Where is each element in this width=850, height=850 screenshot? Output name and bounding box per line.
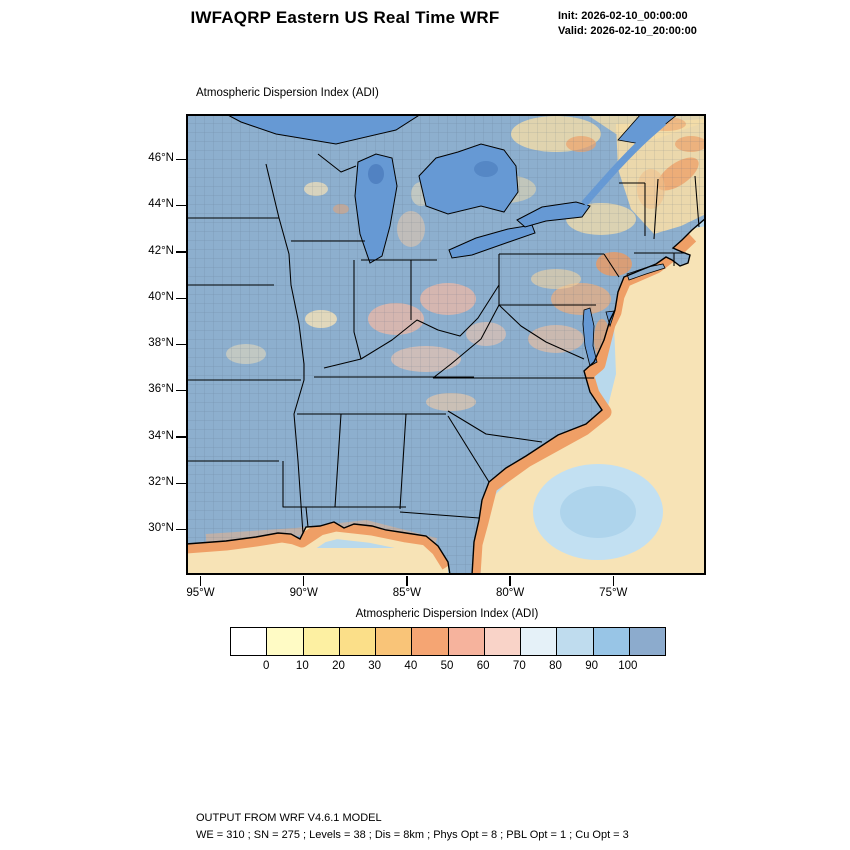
- lon-tick-label: 85°W: [392, 587, 422, 599]
- state-borders: [186, 153, 700, 535]
- lat-tick-mark: [176, 528, 186, 531]
- footer: OUTPUT FROM WRF V4.6.1 MODEL WE = 310 ; …: [196, 810, 629, 843]
- colorbar-tick-label: 20: [332, 660, 345, 672]
- colorbar-cell: [448, 628, 485, 655]
- colorbar-cell: [376, 628, 413, 655]
- lat-tick-mark: [176, 297, 186, 299]
- lon-tick-label: 95°W: [186, 587, 215, 599]
- lake-michigan: [354, 153, 398, 264]
- map-plot: [186, 114, 706, 575]
- colorbar-cell: [484, 628, 521, 655]
- lake-superior: [225, 114, 422, 145]
- lat-tick-mark: [176, 205, 186, 207]
- footer-line1: OUTPUT FROM WRF V4.6.1 MODEL: [196, 812, 382, 824]
- colorbar: [230, 627, 666, 656]
- lon-tick-mark: [612, 575, 614, 586]
- init-time: Init: 2026-02-10_00:00:00: [558, 10, 688, 22]
- colorbar-cell: [593, 628, 630, 655]
- colorbar-cell: [521, 628, 558, 655]
- colorbar-tick-label: 60: [476, 660, 490, 672]
- colorbar-cell: [629, 628, 665, 655]
- lat-tick-label: 40°N: [148, 290, 174, 303]
- plot-title: IWFAQRP Eastern US Real Time WRF: [190, 8, 500, 27]
- colorbar-tick-label: 70: [512, 660, 526, 672]
- map-frame: [186, 114, 706, 575]
- valid-time: Valid: 2026-02-10_20:00:00: [558, 25, 697, 38]
- lat-tick-mark: [176, 343, 186, 346]
- lat-tick-mark: [176, 482, 186, 484]
- lon-tick-label: 80°W: [495, 587, 525, 599]
- field-label: Atmospheric Dispersion Index (ADI): [196, 87, 379, 99]
- lat-tick-label: 32°N: [148, 475, 174, 488]
- lat-tick-label: 46°N: [148, 152, 174, 164]
- colorbar-tick-label: 90: [585, 660, 599, 672]
- lon-tick-label: 75°W: [599, 587, 628, 599]
- lon-tick-label: 90°W: [289, 587, 318, 599]
- lake-erie: [448, 224, 536, 259]
- colorbar-tick-label: 0: [262, 660, 270, 672]
- lon-tick-mark: [509, 575, 511, 586]
- ocean-warm-regions: [186, 226, 706, 575]
- lon-tick-mark: [199, 575, 202, 586]
- lat-tick-mark: [176, 158, 186, 161]
- colorbar-tick-label: 10: [295, 660, 309, 672]
- colorbar-tick-label: 50: [440, 660, 454, 672]
- run-info: Init: 2026-02-10_00:00:00 Valid: 2026-02…: [558, 9, 697, 40]
- lat-tick-mark: [176, 390, 186, 392]
- lat-tick-label: 30°N: [148, 522, 174, 534]
- chesapeake-bay: [582, 307, 598, 367]
- lake-huron: [418, 143, 519, 215]
- st-lawrence-river: [581, 119, 667, 207]
- great-lakes: [225, 114, 679, 367]
- colorbar-cell: [231, 628, 268, 655]
- lat-tick-label: 38°N: [148, 337, 174, 349]
- lat-tick-label: 36°N: [148, 383, 174, 396]
- colorbar-tick-label: 30: [368, 660, 382, 672]
- lat-tick-mark: [176, 436, 186, 438]
- lake-ontario: [516, 201, 591, 228]
- colorbar-cell: [303, 628, 340, 655]
- colorbar-tick-label: 40: [404, 660, 418, 672]
- colorbar-cell: [267, 628, 304, 655]
- lat-tick-label: 42°N: [148, 244, 174, 257]
- colorbar-cell: [557, 628, 594, 655]
- colorbar-cell: [412, 628, 449, 655]
- colorbar-tick-label: 100: [618, 660, 638, 672]
- lat-tick-label: 44°N: [148, 198, 174, 211]
- footer-line2: WE = 310 ; SN = 275 ; Levels = 38 ; Dis …: [196, 828, 629, 841]
- colorbar-tick-label: 80: [549, 660, 562, 672]
- lat-tick-mark: [176, 251, 186, 253]
- lat-tick-label: 34°N: [148, 429, 174, 442]
- lon-tick-mark: [406, 575, 408, 586]
- lon-tick-mark: [303, 575, 305, 586]
- colorbar-title: Atmospheric Dispersion Index (ADI): [355, 608, 539, 620]
- colorbar-cell: [339, 628, 376, 655]
